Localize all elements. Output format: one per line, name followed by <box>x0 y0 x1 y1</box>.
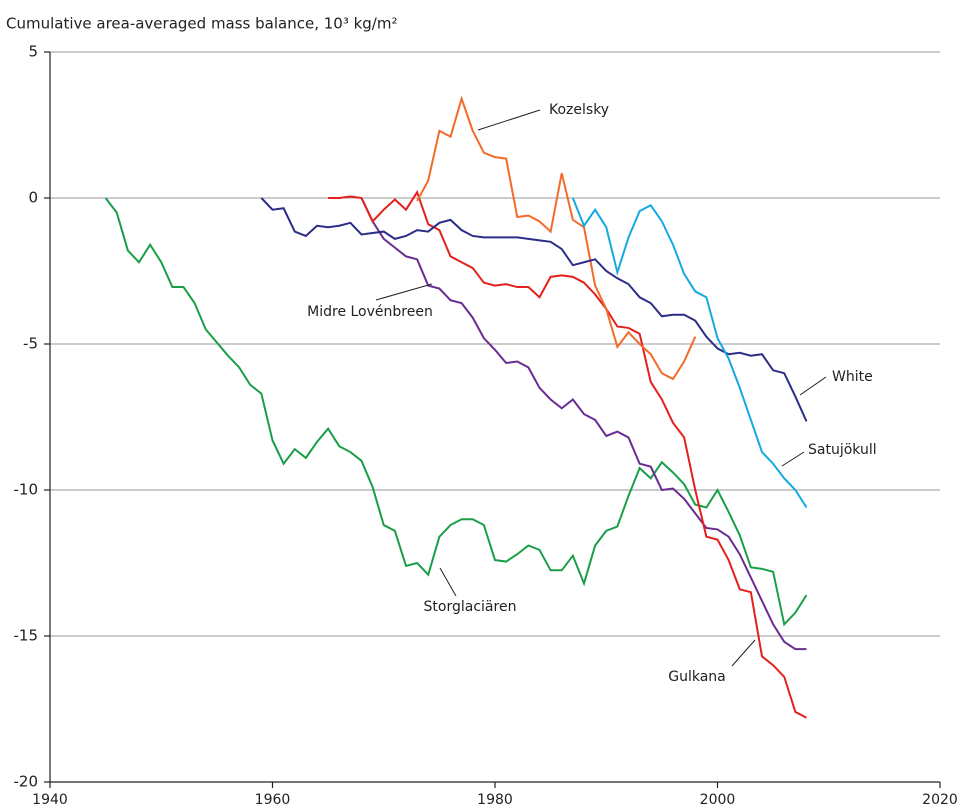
y-tick-label: -20 <box>14 773 39 791</box>
label-leader <box>781 451 805 467</box>
x-tick-label: 1960 <box>255 792 291 808</box>
y-tick-label: -15 <box>14 627 39 645</box>
series-label: Satujökull <box>808 442 877 458</box>
y-tick-label: 5 <box>28 43 38 61</box>
series-label: Storglaciären <box>424 599 517 615</box>
label-leader <box>799 376 827 396</box>
x-tick-label: 1980 <box>477 792 513 808</box>
series-line <box>328 189 807 719</box>
series-line <box>104 197 808 627</box>
y-tick-label: -5 <box>23 335 38 353</box>
x-tick-label: 1940 <box>32 792 68 808</box>
series-label: Midre Lovénbreen <box>307 304 433 320</box>
series-label: Kozelsky <box>549 102 609 118</box>
series-label: White <box>832 369 873 385</box>
label-leader <box>439 567 457 597</box>
y-tick-label: -10 <box>14 481 39 499</box>
label-leader <box>375 283 433 301</box>
y-tick-label: 0 <box>28 189 38 207</box>
series-line <box>260 197 808 422</box>
series-line <box>571 197 808 509</box>
x-tick-label: 2020 <box>922 792 958 808</box>
series-line <box>416 95 697 381</box>
label-leader <box>477 109 541 131</box>
series-label: Gulkana <box>668 669 726 685</box>
x-tick-label: 2000 <box>700 792 736 808</box>
label-leader <box>731 639 756 667</box>
chart-title: Cumulative area-averaged mass balance, 1… <box>6 15 398 33</box>
series-line <box>360 197 807 651</box>
